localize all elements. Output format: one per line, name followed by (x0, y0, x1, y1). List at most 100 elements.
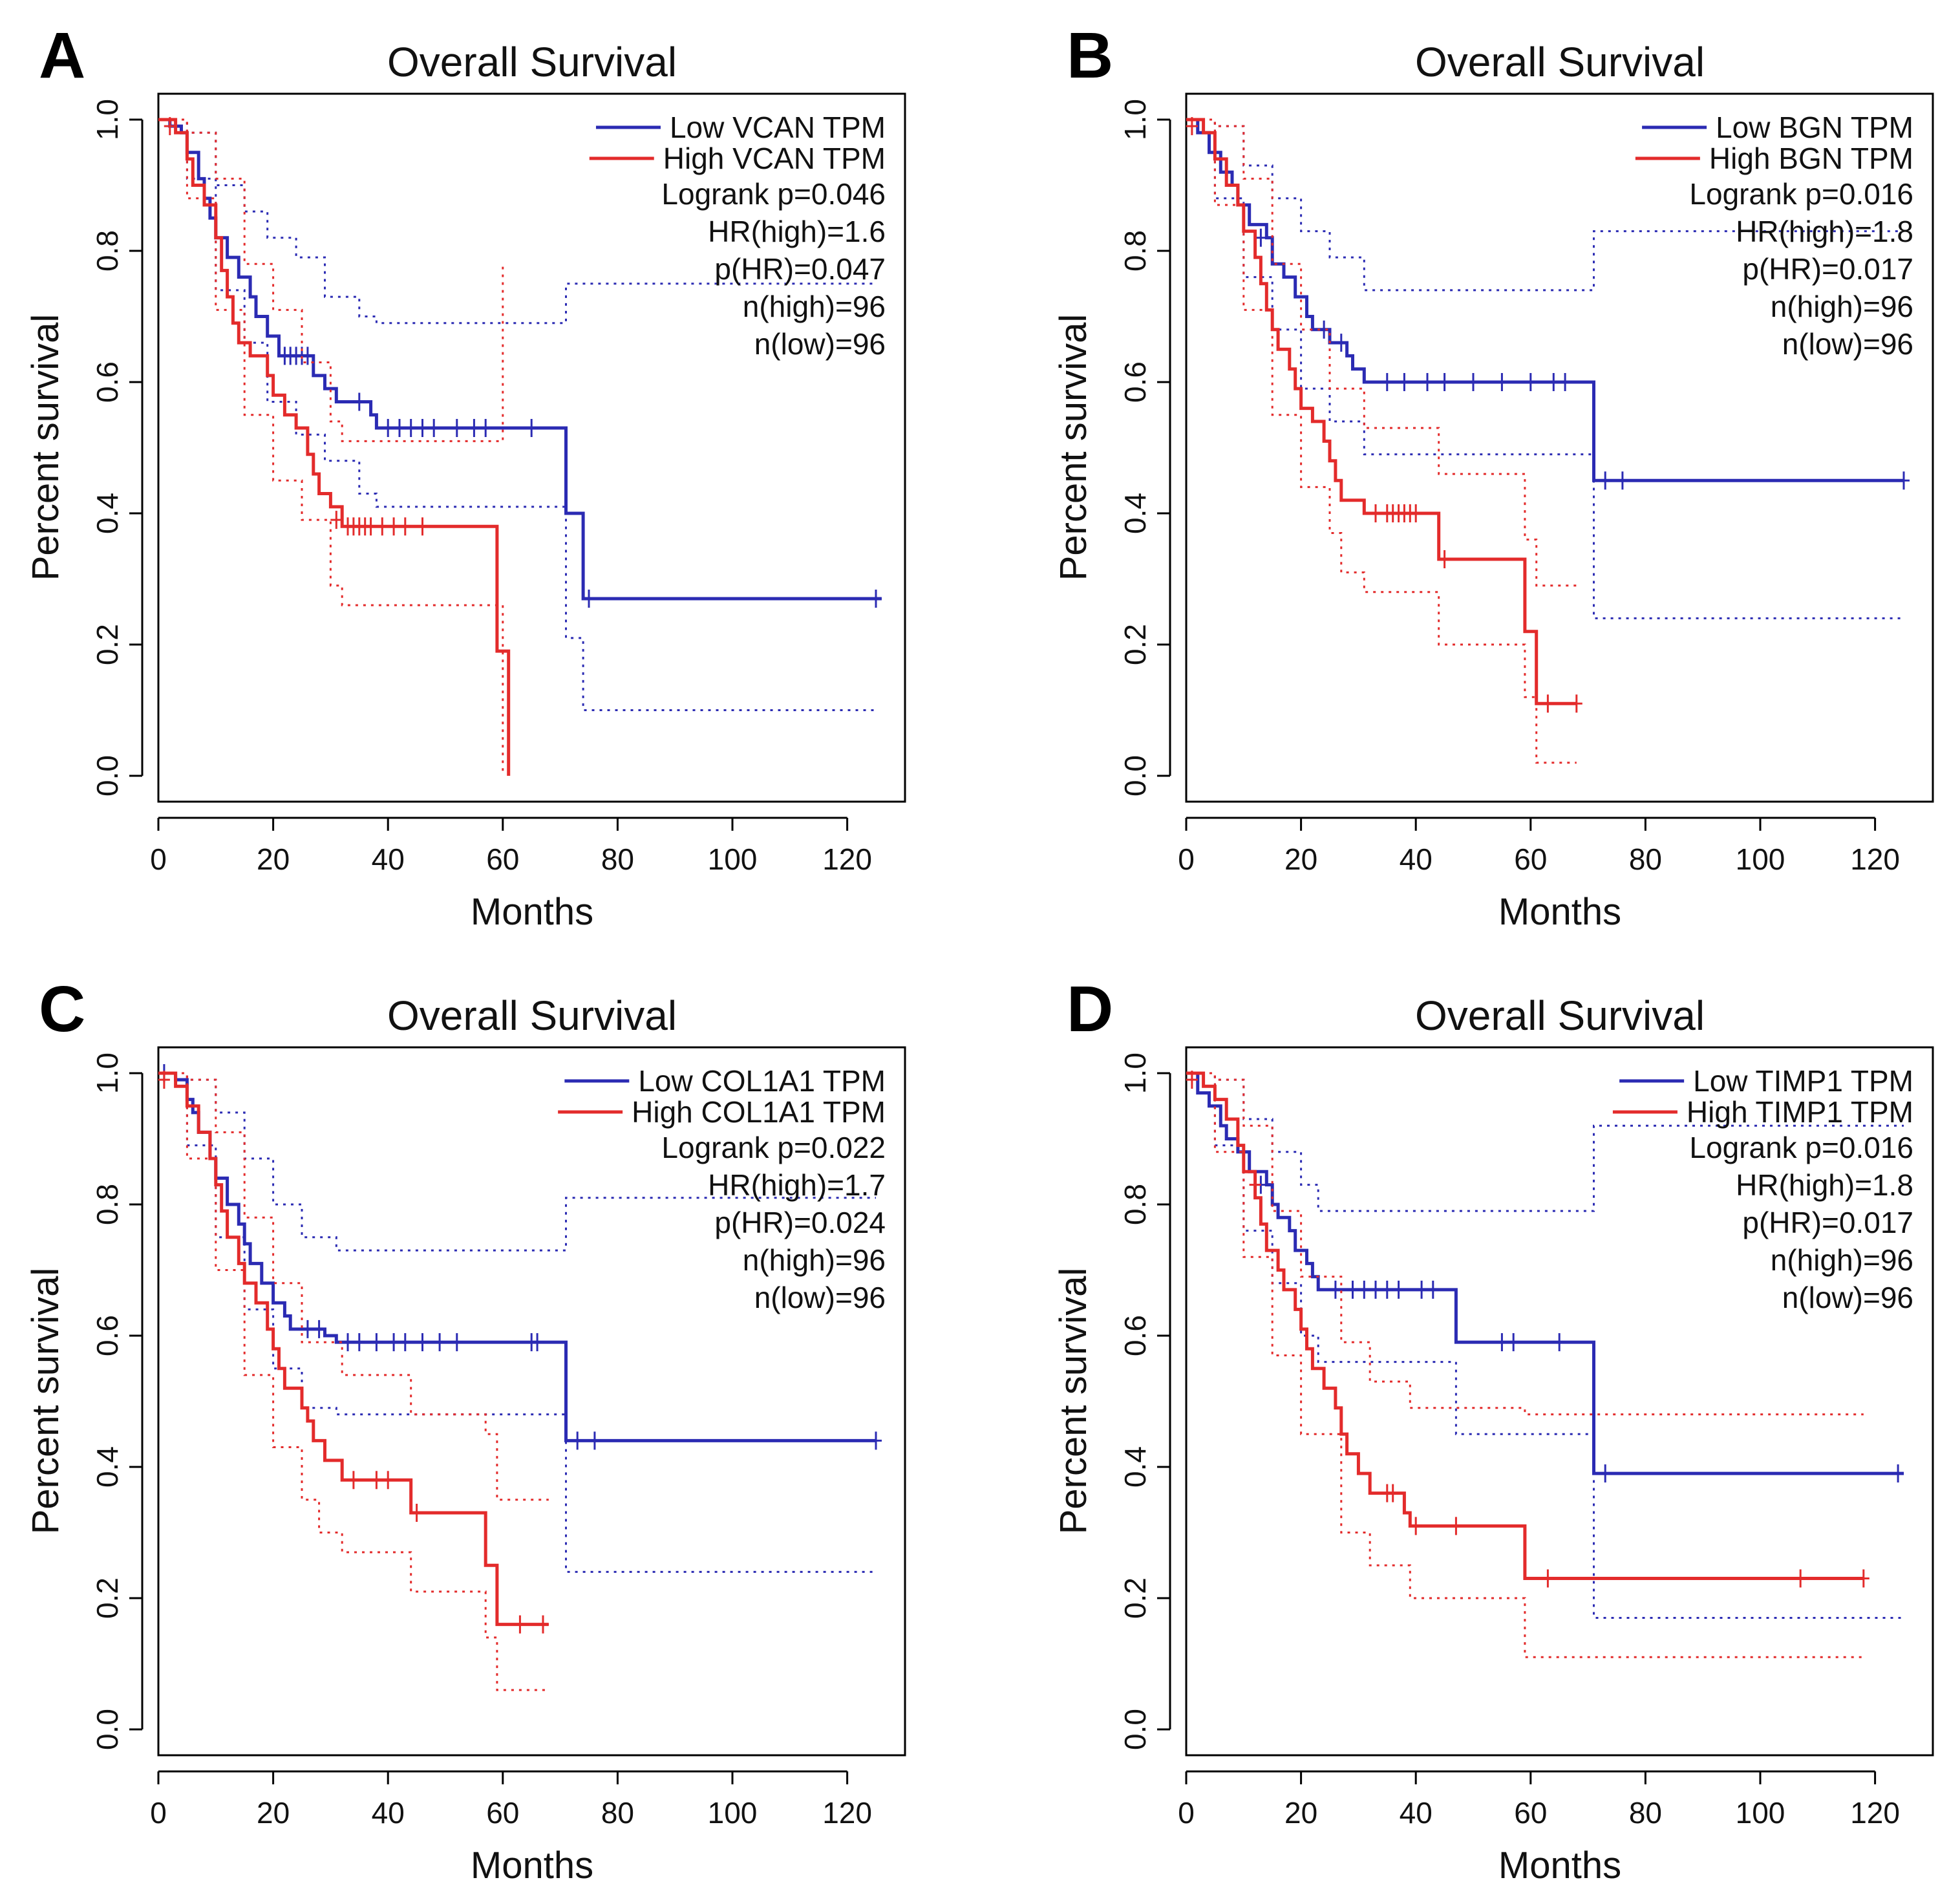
legend-label: High BGN TPM (1709, 142, 1913, 175)
y-tick-label: 0.6 (1118, 1315, 1152, 1356)
plot-frame (1185, 1046, 1934, 1757)
plot-frame (157, 92, 906, 803)
x-tick-label: 100 (1736, 842, 1785, 876)
series-low (1186, 118, 1910, 619)
x-tick-label: 20 (1284, 842, 1317, 876)
x-tick-label: 20 (257, 842, 290, 876)
stat-text: n(high)=96 (1771, 1243, 1913, 1277)
y-tick-label: 0.2 (91, 1577, 124, 1619)
legend-label: Low BGN TPM (1716, 111, 1913, 144)
survival-curve (158, 1071, 876, 1442)
stat-text: n(low)=96 (754, 1281, 886, 1314)
stat-text: n(low)=96 (1782, 1281, 1913, 1314)
y-tick-label: 0.6 (91, 361, 124, 403)
ci-upper-line (1186, 118, 1904, 292)
survival-curve (158, 1071, 549, 1627)
y-tick-label: 0.8 (1118, 230, 1152, 272)
survival-curve (1186, 1071, 1864, 1580)
y-tick-label: 0.4 (1118, 1446, 1152, 1488)
x-tick-label: 60 (486, 1796, 519, 1830)
x-tick-label: 80 (601, 842, 634, 876)
panel-D: D Overall Survival 0 20 40 60 80 100 120 Months 0.… (1052, 973, 1934, 1886)
x-tick-label: 100 (1736, 1796, 1785, 1830)
x-tick-label: 80 (601, 1796, 634, 1830)
stat-text: Logrank p=0.016 (1689, 1131, 1913, 1164)
series-high (158, 117, 511, 776)
ci-lower-line (1186, 118, 1577, 764)
stat-text: HR(high)=1.8 (1736, 215, 1913, 248)
ci-upper-line (158, 1072, 549, 1501)
x-tick-label: 80 (1629, 1796, 1662, 1830)
plot-frame (1185, 92, 1934, 803)
y-tick-label: 0.2 (1118, 624, 1152, 665)
stat-text: n(high)=96 (743, 290, 886, 323)
ci-upper-line (1186, 118, 1577, 587)
series-high (158, 1071, 549, 1691)
legend-label: High TIMP1 TPM (1687, 1095, 1913, 1129)
panel-A: A Overall Survival 0 20 40 60 80 100 120 Months 0.… (25, 19, 906, 933)
x-axis-label: Months (1498, 1844, 1621, 1886)
x-tick-label: 20 (257, 1796, 290, 1830)
plot-frame (157, 1046, 906, 1757)
survival-curve (1186, 1071, 1904, 1475)
panel-B: B Overall Survival 0 20 40 60 80 100 120 Months 0.… (1052, 19, 1934, 933)
y-tick-label: 1.0 (91, 99, 124, 140)
panel-letter: D (1067, 973, 1113, 1045)
x-tick-label: 0 (150, 842, 167, 876)
chart-title: Overall Survival (1415, 992, 1705, 1039)
x-tick-label: 100 (708, 1796, 758, 1830)
legend-label: High VCAN TPM (663, 142, 886, 175)
legend-label: Low TIMP1 TPM (1693, 1064, 1913, 1098)
x-axis-label: Months (471, 1844, 593, 1886)
x-tick-label: 0 (150, 1796, 167, 1830)
stat-text: p(HR)=0.017 (1742, 1206, 1913, 1239)
stat-text: HR(high)=1.7 (708, 1168, 886, 1202)
panel-C: C Overall Survival 0 20 40 60 80 100 120 Months 0.… (25, 973, 906, 1886)
y-tick-label: 0.2 (91, 624, 124, 665)
x-tick-label: 0 (1178, 842, 1195, 876)
y-tick-label: 0.0 (91, 755, 124, 796)
x-axis-label: Months (1498, 891, 1621, 933)
legend-label: Low VCAN TPM (670, 111, 886, 144)
y-axis-label: Percent survival (1052, 314, 1094, 581)
x-tick-label: 60 (1514, 1796, 1547, 1830)
panel-letter: B (1067, 19, 1113, 92)
stat-text: Logrank p=0.022 (661, 1131, 886, 1164)
chart-title: Overall Survival (1415, 39, 1705, 85)
y-tick-label: 0.2 (1118, 1577, 1152, 1619)
stat-text: p(HR)=0.047 (714, 252, 886, 286)
stat-text: p(HR)=0.024 (714, 1206, 886, 1239)
series-high (1186, 117, 1582, 764)
stat-text: n(low)=96 (1782, 327, 1913, 361)
series-high (1186, 1071, 1869, 1658)
stat-text: Logrank p=0.016 (1689, 177, 1913, 211)
y-tick-label: 0.0 (1118, 1709, 1152, 1750)
survival-curve (1186, 118, 1577, 705)
stat-text: HR(high)=1.8 (1736, 1168, 1913, 1202)
x-tick-label: 20 (1284, 1796, 1317, 1830)
legend-label: High COL1A1 TPM (632, 1095, 886, 1129)
y-tick-label: 1.0 (91, 1053, 124, 1094)
x-tick-label: 120 (822, 842, 872, 876)
x-tick-label: 60 (486, 842, 519, 876)
y-axis-label: Percent survival (25, 1268, 67, 1535)
x-tick-label: 0 (1178, 1796, 1195, 1830)
x-tick-label: 40 (372, 1796, 405, 1830)
stat-text: p(HR)=0.017 (1742, 252, 1913, 286)
y-tick-label: 0.0 (91, 1709, 124, 1750)
y-axis-label: Percent survival (25, 314, 67, 581)
x-tick-label: 40 (1400, 1796, 1433, 1830)
x-tick-label: 60 (1514, 842, 1547, 876)
survival-curve (158, 118, 511, 776)
legend-label: Low COL1A1 TPM (638, 1064, 886, 1098)
y-tick-label: 0.8 (91, 1184, 124, 1225)
stat-text: n(low)=96 (754, 327, 886, 361)
ci-upper-line (158, 118, 504, 442)
survival-curve (158, 118, 882, 601)
y-tick-label: 0.8 (1118, 1184, 1152, 1225)
y-axis-label: Percent survival (1052, 1268, 1094, 1535)
stat-text: Logrank p=0.046 (661, 177, 886, 211)
